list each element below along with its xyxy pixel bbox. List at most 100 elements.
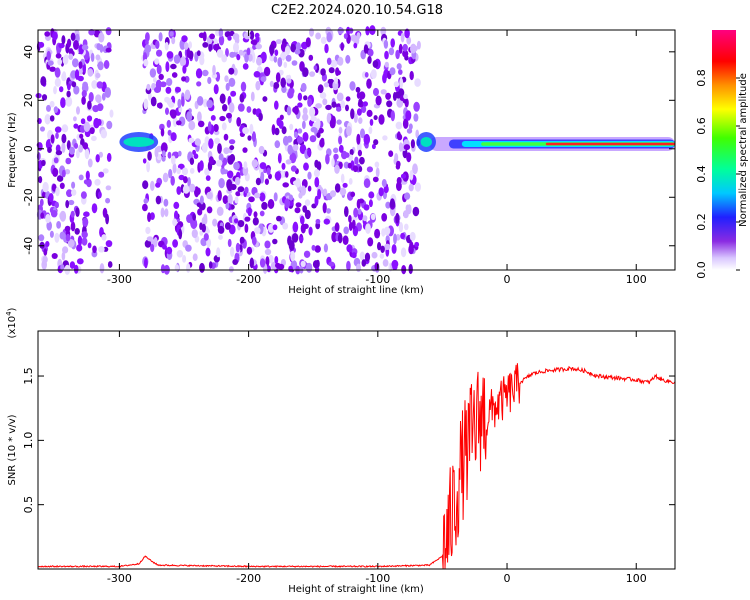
y-tick-label: 1.0: [22, 432, 35, 450]
heatmap-cell: [381, 179, 387, 188]
heatmap-cell: [41, 159, 46, 167]
heatmap-cell: [286, 106, 292, 116]
heatmap-cell: [405, 110, 412, 121]
heatmap-cell: [103, 60, 110, 69]
heatmap-cell: [153, 237, 158, 248]
spectrogram-frame: [37, 29, 676, 271]
heatmap-cell: [204, 168, 210, 176]
bottom-y-ticks: 0.5 1.0 1.5: [22, 367, 675, 513]
heatmap-cell: [337, 56, 344, 66]
heatmap-cell: [154, 147, 159, 158]
heatmap-cell: [309, 27, 314, 37]
heatmap-cell: [55, 186, 60, 197]
heatmap-cell: [243, 32, 251, 40]
heatmap-cell: [150, 180, 155, 191]
heatmap-cell: [194, 138, 201, 146]
heatmap-cell: [199, 160, 204, 171]
heatmap-cell: [164, 96, 170, 103]
signal-band: [119, 131, 675, 152]
heatmap-cell: [202, 42, 209, 48]
heatmap-cell: [71, 189, 77, 196]
heatmap-cell: [277, 57, 283, 68]
heatmap-cell: [308, 54, 314, 61]
heatmap-cell: [358, 117, 363, 124]
heatmap-cell: [154, 58, 160, 65]
heatmap-cell: [244, 186, 249, 194]
heatmap-cell: [410, 43, 417, 54]
heatmap-cell: [250, 39, 258, 45]
heatmap-cell: [325, 153, 330, 165]
heatmap-cell: [177, 98, 182, 109]
heatmap-cell: [323, 188, 328, 197]
heatmap-cell: [43, 248, 48, 256]
heatmap-cell: [414, 78, 421, 87]
heatmap-cell: [252, 217, 259, 226]
heatmap-cell: [68, 53, 74, 60]
heatmap-cell: [378, 114, 385, 125]
heatmap-cell: [259, 210, 265, 217]
x-tick-label: 0: [504, 273, 511, 286]
heatmap-cell: [305, 262, 313, 273]
heatmap-cell: [240, 81, 247, 92]
heatmap-cell: [406, 36, 412, 45]
heatmap-cell: [199, 55, 205, 66]
heatmap-cell: [182, 65, 187, 74]
heatmap-cell: [265, 256, 270, 267]
heatmap-cell: [228, 67, 235, 75]
heatmap-cell: [147, 151, 152, 161]
heatmap-cell: [98, 246, 105, 253]
heatmap-cell: [38, 234, 45, 242]
heatmap-cell: [78, 144, 83, 153]
heatmap-cell: [239, 93, 244, 103]
heatmap-cell: [208, 261, 213, 269]
heatmap-cell: [383, 39, 389, 49]
heatmap-cell: [95, 54, 101, 61]
colorbar-tick-label: 0.8: [695, 69, 708, 87]
heatmap-cell: [67, 38, 72, 48]
heatmap-cell: [170, 63, 177, 70]
bottom-x-axis-label: Height of straight line (km): [288, 584, 424, 595]
y-multiplier-label: (x104): [5, 307, 18, 338]
heatmap-cell: [278, 69, 284, 76]
heatmap-cell: [408, 183, 414, 192]
heatmap-cell: [174, 210, 179, 220]
heatmap-cell: [293, 131, 299, 139]
heatmap-cell: [160, 207, 165, 218]
heatmap-cell: [76, 258, 84, 265]
heatmap-cell: [325, 104, 332, 111]
heatmap-cell: [400, 32, 405, 43]
heatmap-cell: [345, 96, 351, 102]
colorbar-tick-label: 0.6: [695, 117, 708, 135]
heatmap-cell: [340, 173, 345, 184]
heatmap-cell: [216, 247, 221, 258]
heatmap-cell: [356, 133, 361, 145]
heatmap-cell: [87, 68, 94, 77]
heatmap-cell: [48, 193, 54, 203]
heatmap-cell: [258, 112, 263, 122]
heatmap-cell: [219, 115, 226, 122]
heatmap-cell: [314, 195, 319, 207]
heatmap-cell: [278, 120, 284, 129]
heatmap-cell: [106, 152, 112, 162]
colorbar-label: Normalized spectral amplitude: [738, 73, 749, 227]
heatmap-cell: [78, 61, 83, 69]
heatmap-cell: [207, 76, 212, 85]
heatmap-cell: [199, 222, 203, 230]
heatmap-cell: [40, 76, 47, 87]
heatmap-cell: [160, 142, 168, 154]
heatmap-cell: [230, 90, 237, 97]
heatmap-cell: [143, 98, 149, 110]
heatmap-cell: [393, 81, 400, 88]
heatmap-cell: [89, 127, 95, 135]
heatmap-cell: [277, 153, 282, 164]
heatmap-cell: [326, 57, 332, 65]
heatmap-cell: [167, 151, 172, 159]
heatmap-cell: [150, 96, 157, 107]
heatmap-cell: [105, 197, 111, 204]
heatmap-cell: [268, 254, 274, 264]
heatmap-cell: [165, 107, 169, 115]
heatmap-cell: [319, 138, 325, 148]
heatmap-cell: [143, 59, 149, 67]
heatmap-cell: [307, 148, 311, 157]
